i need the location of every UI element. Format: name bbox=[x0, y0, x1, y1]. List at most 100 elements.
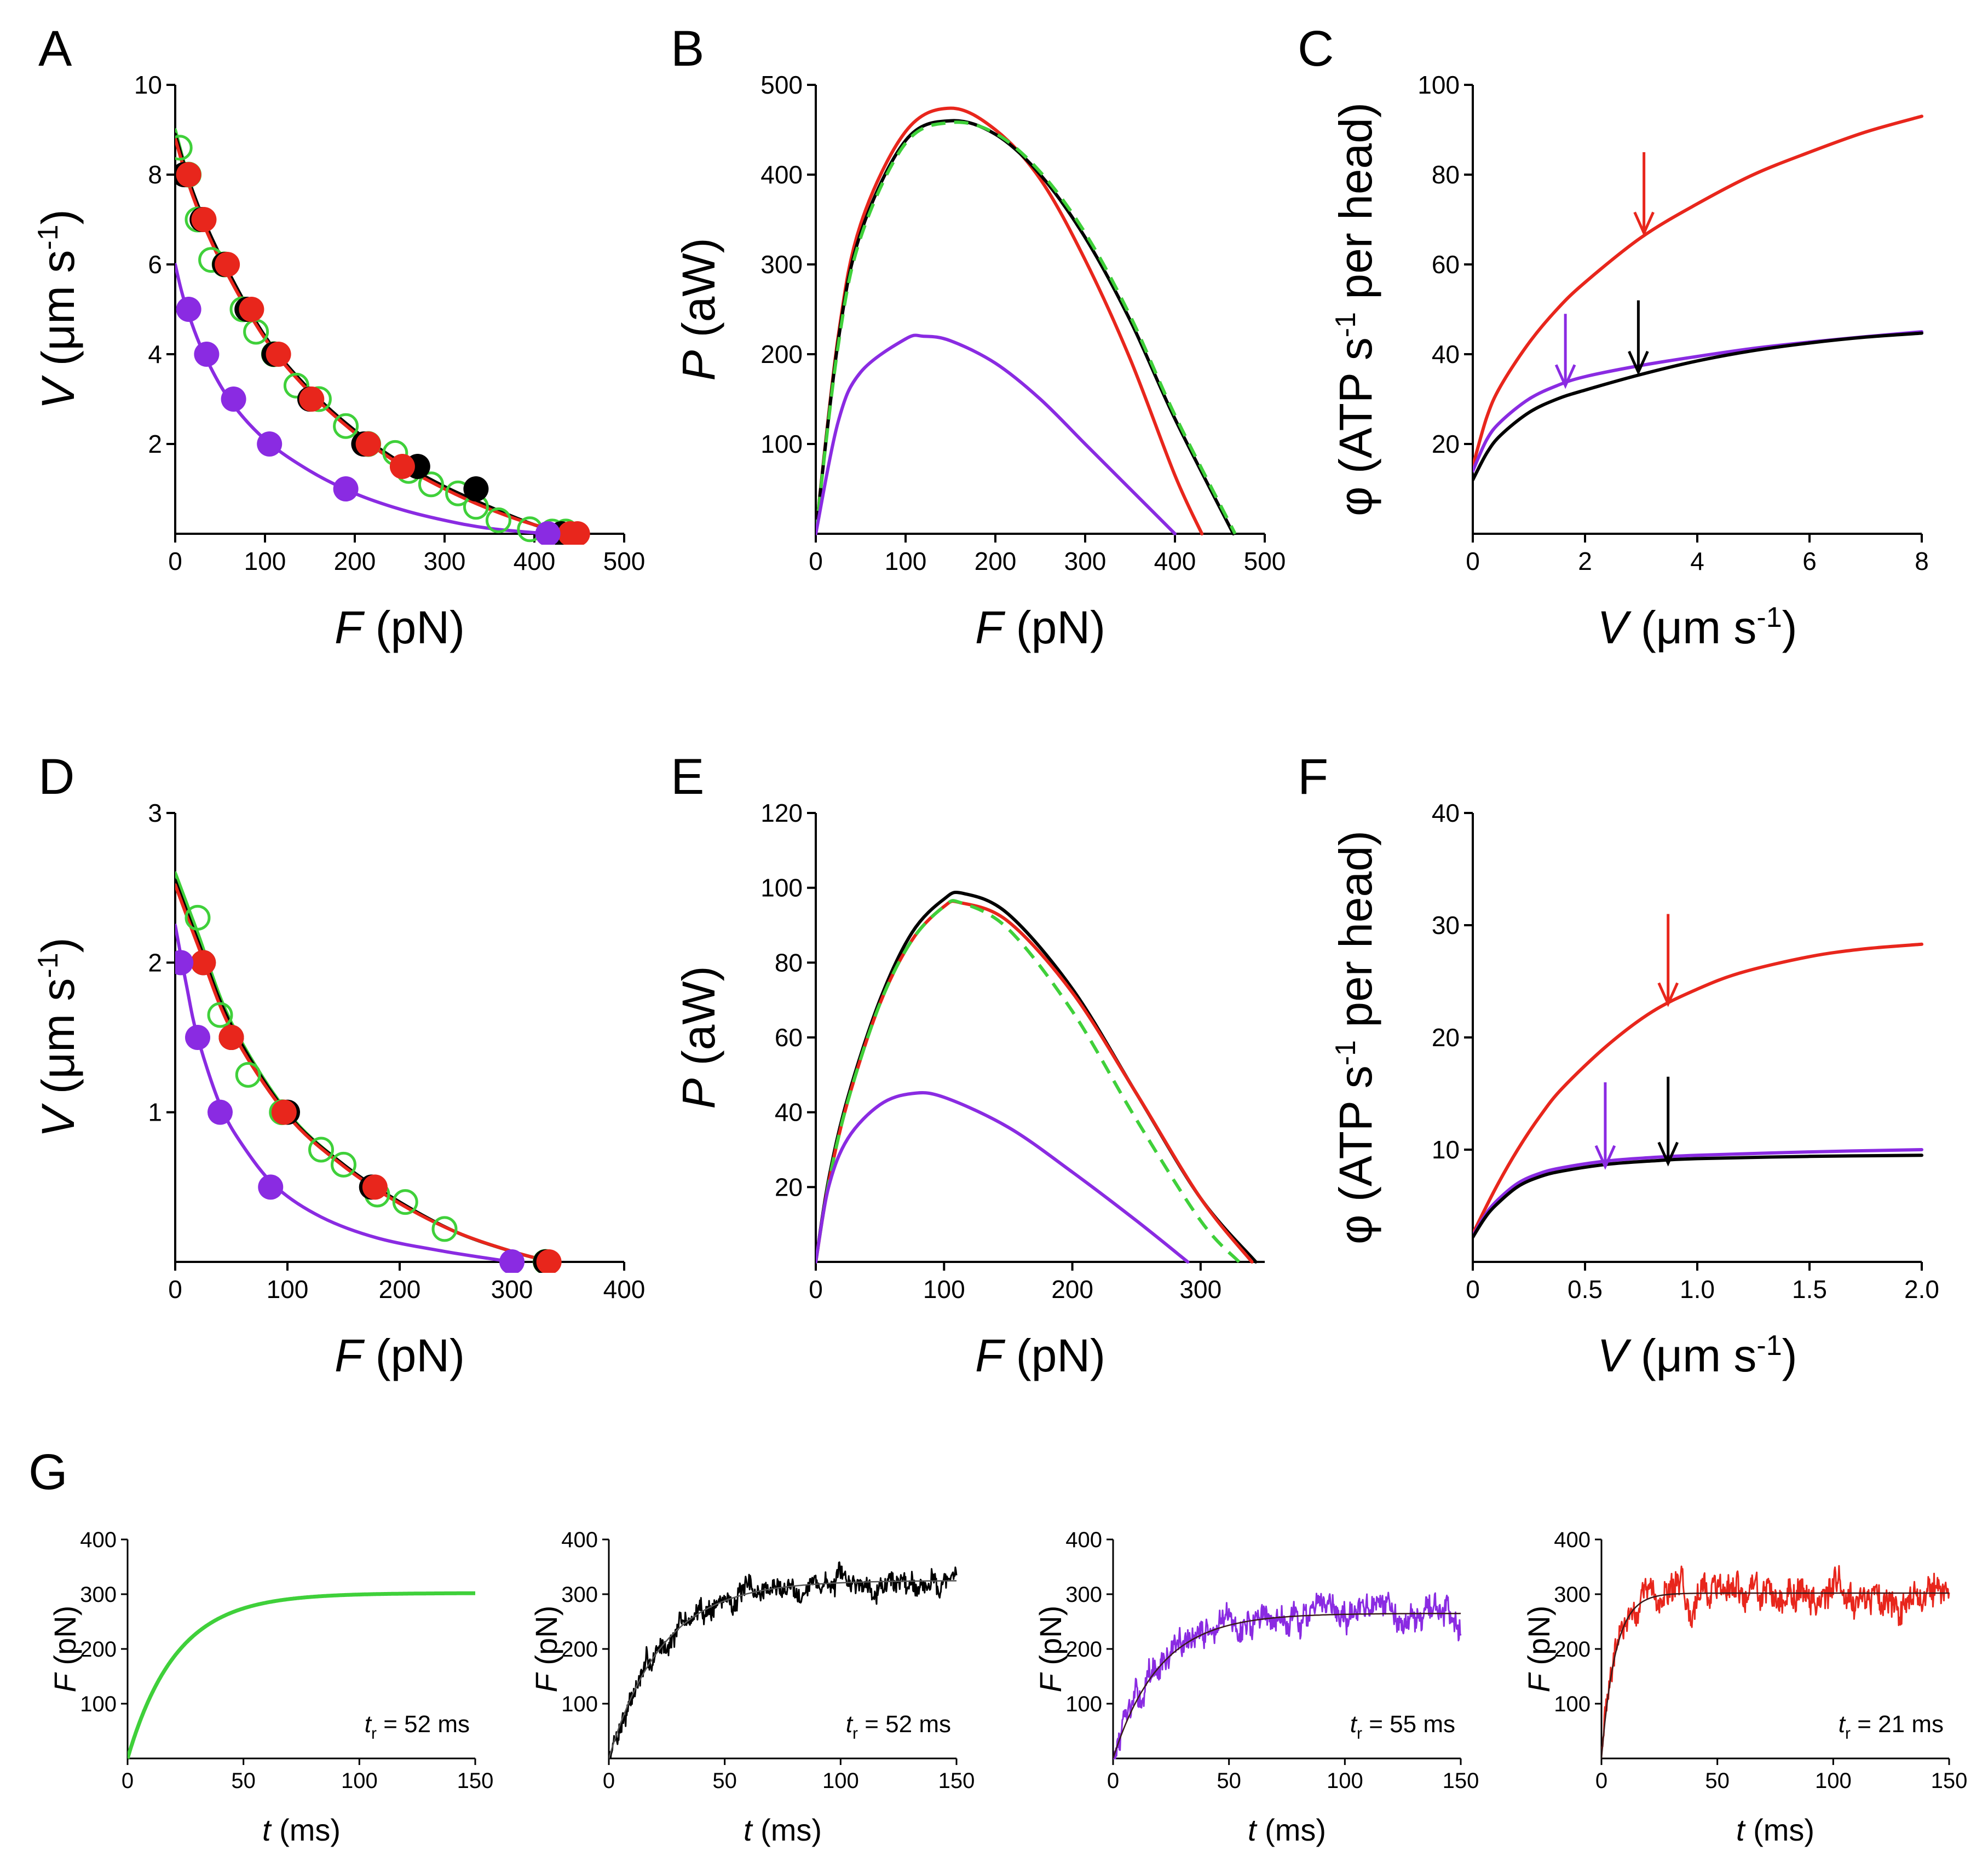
x-tick-label: 0 bbox=[168, 1275, 182, 1303]
data-point-red bbox=[564, 521, 590, 545]
y-tick-label: 6 bbox=[148, 250, 162, 279]
x-axis-label: t (ms) bbox=[1248, 1813, 1326, 1847]
force-trace-red bbox=[1601, 1565, 1950, 1754]
plot-area bbox=[1601, 1565, 1950, 1759]
x-tick-label: 150 bbox=[457, 1769, 494, 1793]
annotation-var: t bbox=[365, 1711, 372, 1738]
plot-area bbox=[175, 871, 562, 1273]
y-axis-label-var: V bbox=[32, 375, 84, 409]
y-axis-label-unit: (μm s bbox=[32, 978, 84, 1107]
x-tick-label: 0 bbox=[603, 1769, 615, 1793]
x-tick-label: 100 bbox=[244, 547, 286, 575]
data-point-purple bbox=[194, 342, 220, 367]
y-axis-label-sup: -1 bbox=[32, 224, 64, 250]
x-axis-label-var: V bbox=[1597, 1330, 1632, 1381]
data-point-purple bbox=[221, 387, 246, 412]
y-axis-label-var: φ bbox=[1330, 1214, 1381, 1244]
data-point-open-green bbox=[431, 1216, 458, 1242]
x-axis-label-var: F bbox=[975, 1330, 1006, 1381]
data-point-red bbox=[191, 950, 216, 976]
x-axis-label-unit: (μm s bbox=[1628, 602, 1756, 653]
data-point-red bbox=[362, 1174, 388, 1200]
x-tick-label: 300 bbox=[1179, 1275, 1221, 1303]
y-axis-label-unit: (μm s bbox=[32, 250, 84, 379]
rise-time-annotation: tr = 21 ms bbox=[1839, 1711, 1944, 1743]
rise-time-annotation: tr = 55 ms bbox=[1350, 1711, 1455, 1743]
x-tick-label: 0 bbox=[1466, 1275, 1480, 1303]
x-tick-label: 400 bbox=[1154, 547, 1196, 575]
y-tick-label: 20 bbox=[775, 1173, 803, 1201]
y-tick-label: 300 bbox=[561, 1583, 598, 1607]
x-axis-label-close: ) bbox=[1782, 602, 1797, 653]
series-line-green bbox=[175, 128, 572, 535]
y-axis-label-close: ) bbox=[32, 937, 84, 953]
data-point-purple bbox=[208, 1099, 233, 1125]
x-tick-label: 2 bbox=[1578, 547, 1592, 575]
y-axis-label: F (pN) bbox=[1522, 1606, 1556, 1693]
y-axis-label-unit: (aW) bbox=[673, 966, 724, 1078]
x-tick-label: 0 bbox=[809, 1275, 823, 1303]
y-axis-label: P (aW) bbox=[673, 966, 724, 1109]
x-tick-label: 100 bbox=[822, 1769, 859, 1793]
x-tick-label: 500 bbox=[1244, 547, 1286, 575]
x-axis-label: V (μm s-1) bbox=[1597, 602, 1797, 653]
x-tick-label: 0 bbox=[809, 547, 823, 575]
plot-area bbox=[609, 1561, 958, 1760]
x-axis-label-var: F bbox=[335, 602, 365, 653]
y-tick-label: 400 bbox=[561, 1528, 598, 1552]
x-tick-label: 400 bbox=[603, 1275, 646, 1303]
y-tick-label: 200 bbox=[561, 1637, 598, 1662]
series-line-red bbox=[175, 883, 553, 1264]
y-axis-label-unit: (pN) bbox=[1033, 1606, 1068, 1674]
x-tick-label: 2.0 bbox=[1904, 1275, 1939, 1303]
x-tick-label: 0 bbox=[1107, 1769, 1119, 1793]
arrow-head-red bbox=[1657, 982, 1679, 1007]
x-axis-label-var: F bbox=[335, 1330, 365, 1381]
data-point-open-green bbox=[235, 1062, 261, 1088]
panel-letter-f: F bbox=[1298, 749, 1328, 805]
plot-area bbox=[816, 890, 1258, 1264]
y-tick-label: 300 bbox=[1065, 1583, 1102, 1607]
x-tick-label: 0 bbox=[1595, 1769, 1607, 1793]
y-axis-label: F (pN) bbox=[48, 1606, 82, 1693]
x-tick-label: 300 bbox=[1064, 547, 1107, 575]
x-tick-label: 0.5 bbox=[1568, 1275, 1603, 1303]
panel-b: B 0 100 200 300 400 500 100 200 300 400 500 F (pN) P … bbox=[671, 21, 1286, 653]
y-axis-label-close: per head) bbox=[1330, 102, 1381, 312]
y-tick-label: 100 bbox=[1554, 1692, 1591, 1716]
x-axis-label: F (pN) bbox=[335, 1330, 465, 1381]
annotation-value: = 52 ms bbox=[858, 1711, 951, 1738]
x-tick-label: 100 bbox=[1815, 1769, 1852, 1793]
data-point-red bbox=[191, 207, 217, 232]
y-tick-label: 100 bbox=[1065, 1692, 1102, 1716]
x-axis-label: t (ms) bbox=[744, 1813, 822, 1847]
y-tick-label: 10 bbox=[1432, 1135, 1460, 1164]
data-point-red bbox=[271, 1099, 297, 1125]
exp-fit-line bbox=[1113, 1612, 1461, 1759]
exp-fit-line bbox=[609, 1580, 956, 1759]
x-axis-label-unit: (pN) bbox=[1003, 602, 1105, 653]
x-tick-label: 150 bbox=[938, 1769, 975, 1793]
y-tick-label: 4 bbox=[148, 340, 162, 368]
series-line-red bbox=[1473, 114, 1923, 468]
series-line-red bbox=[1473, 942, 1923, 1236]
data-point-open-green bbox=[185, 904, 211, 931]
series-line-green bbox=[816, 899, 1241, 1264]
data-point-red bbox=[266, 342, 291, 367]
force-trace-green bbox=[128, 1591, 477, 1760]
panel-a: A 0 100 200 300 400 500 2 4 6 8 10 F (pN) V (μm s-1) bbox=[32, 21, 645, 653]
data-point-red bbox=[299, 387, 325, 412]
x-axis-label-var: t bbox=[744, 1813, 753, 1847]
data-point-purple bbox=[257, 431, 283, 457]
y-axis-label-sup: -1 bbox=[32, 953, 64, 978]
data-point-red bbox=[389, 454, 415, 479]
y-axis-label: P (aW) bbox=[673, 238, 724, 380]
rise-time-annotation: tr = 52 ms bbox=[846, 1711, 951, 1743]
plot-area bbox=[128, 1591, 477, 1760]
x-tick-label: 4 bbox=[1690, 547, 1704, 575]
data-point-red bbox=[536, 1249, 562, 1273]
y-tick-label: 200 bbox=[1065, 1637, 1102, 1662]
y-axis-label-unit: (pN) bbox=[1522, 1606, 1556, 1674]
